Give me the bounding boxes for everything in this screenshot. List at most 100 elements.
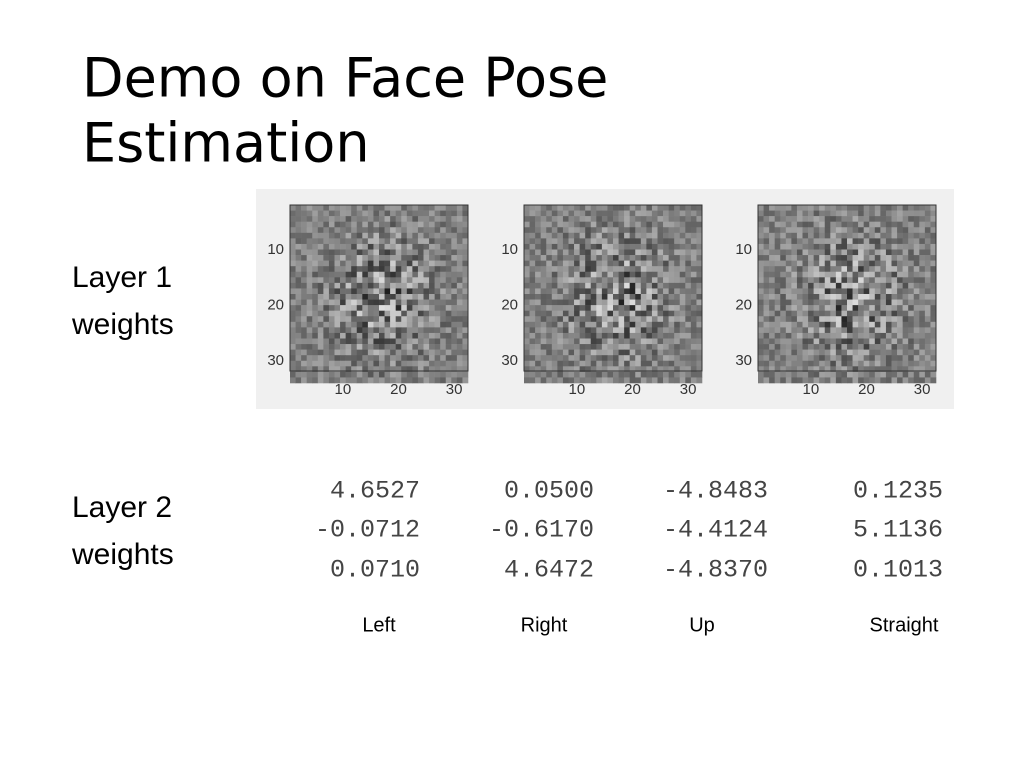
pixel xyxy=(574,266,580,273)
pixel xyxy=(930,205,937,211)
pixel xyxy=(317,338,324,345)
pixel xyxy=(429,344,435,350)
weight-value: 5.1136 xyxy=(853,516,943,545)
pixel xyxy=(334,221,341,228)
pixel xyxy=(769,205,775,211)
pixel xyxy=(601,310,608,317)
pixel xyxy=(367,338,374,345)
pixel xyxy=(551,371,558,378)
pixel xyxy=(640,282,647,289)
pixel xyxy=(618,360,625,367)
pixel xyxy=(373,294,380,300)
pixel xyxy=(618,216,625,222)
pixel xyxy=(869,360,876,367)
pixel xyxy=(930,327,937,334)
pixel xyxy=(351,288,358,295)
pixel xyxy=(635,227,642,234)
pixel xyxy=(813,288,820,295)
pixel xyxy=(596,371,603,378)
pixel xyxy=(808,271,814,278)
pixel xyxy=(613,227,619,234)
pixel xyxy=(802,288,809,295)
pixel xyxy=(412,210,419,217)
pixel xyxy=(579,277,586,284)
pixel xyxy=(880,355,887,362)
pixel xyxy=(312,249,319,256)
pixel xyxy=(785,344,792,350)
pixel xyxy=(796,338,803,345)
pixel xyxy=(796,266,803,273)
pixel xyxy=(356,321,363,328)
pixel xyxy=(885,238,892,245)
pixel xyxy=(301,277,307,284)
pixel xyxy=(590,271,597,278)
pixel xyxy=(830,377,837,384)
pixel xyxy=(546,205,553,211)
pixel xyxy=(668,238,675,245)
pixel xyxy=(301,305,307,311)
pixel xyxy=(301,227,307,234)
pixel xyxy=(412,377,419,384)
pixel xyxy=(546,210,553,217)
pixel xyxy=(858,366,864,373)
pixel xyxy=(679,260,686,267)
pixel xyxy=(913,294,920,300)
pixel xyxy=(830,294,837,300)
pixel xyxy=(869,332,876,339)
pixel xyxy=(334,360,341,367)
pixel xyxy=(791,282,798,289)
pixel xyxy=(334,271,341,278)
pixel xyxy=(579,349,586,356)
pixel xyxy=(462,205,469,211)
pixel xyxy=(847,294,853,300)
pixel xyxy=(334,338,341,345)
pixel xyxy=(579,321,586,328)
pixel xyxy=(674,349,681,356)
pixel xyxy=(328,282,335,289)
pixel xyxy=(774,360,781,367)
pixel xyxy=(390,338,396,345)
pixel xyxy=(306,288,313,295)
pixel xyxy=(863,344,870,350)
pixel xyxy=(685,360,692,367)
pixel xyxy=(690,238,697,245)
pixel xyxy=(351,294,358,300)
pixel xyxy=(345,294,352,300)
pixel xyxy=(445,271,452,278)
pixel xyxy=(679,271,686,278)
pixel xyxy=(462,282,469,289)
pixel xyxy=(384,321,391,328)
x-tick-label: 30 xyxy=(680,381,697,398)
pixel xyxy=(607,227,614,234)
pixel xyxy=(824,243,831,250)
pixel xyxy=(601,205,608,211)
pixel xyxy=(869,221,876,228)
pixel xyxy=(334,288,341,295)
pixel xyxy=(456,294,463,300)
pixel xyxy=(601,266,608,273)
pixel xyxy=(546,288,553,295)
pixel xyxy=(546,249,553,256)
pixel xyxy=(663,271,669,278)
pixel xyxy=(830,282,837,289)
pixel xyxy=(674,366,681,373)
pixel xyxy=(401,255,408,261)
pixel xyxy=(802,260,809,267)
pixel xyxy=(290,221,296,228)
pixel xyxy=(774,266,781,273)
pixel xyxy=(796,249,803,256)
pixel xyxy=(808,266,814,273)
pixel xyxy=(456,316,463,323)
pixel xyxy=(412,366,419,373)
pixel xyxy=(863,216,870,222)
pixel xyxy=(384,271,391,278)
pixel xyxy=(791,349,798,356)
pixel xyxy=(546,332,553,339)
pixel xyxy=(601,349,608,356)
pixel xyxy=(763,344,770,350)
pixel xyxy=(390,355,396,362)
pixel xyxy=(401,210,408,217)
pixel xyxy=(301,238,307,245)
pixel xyxy=(774,221,781,228)
pixel xyxy=(824,288,831,295)
